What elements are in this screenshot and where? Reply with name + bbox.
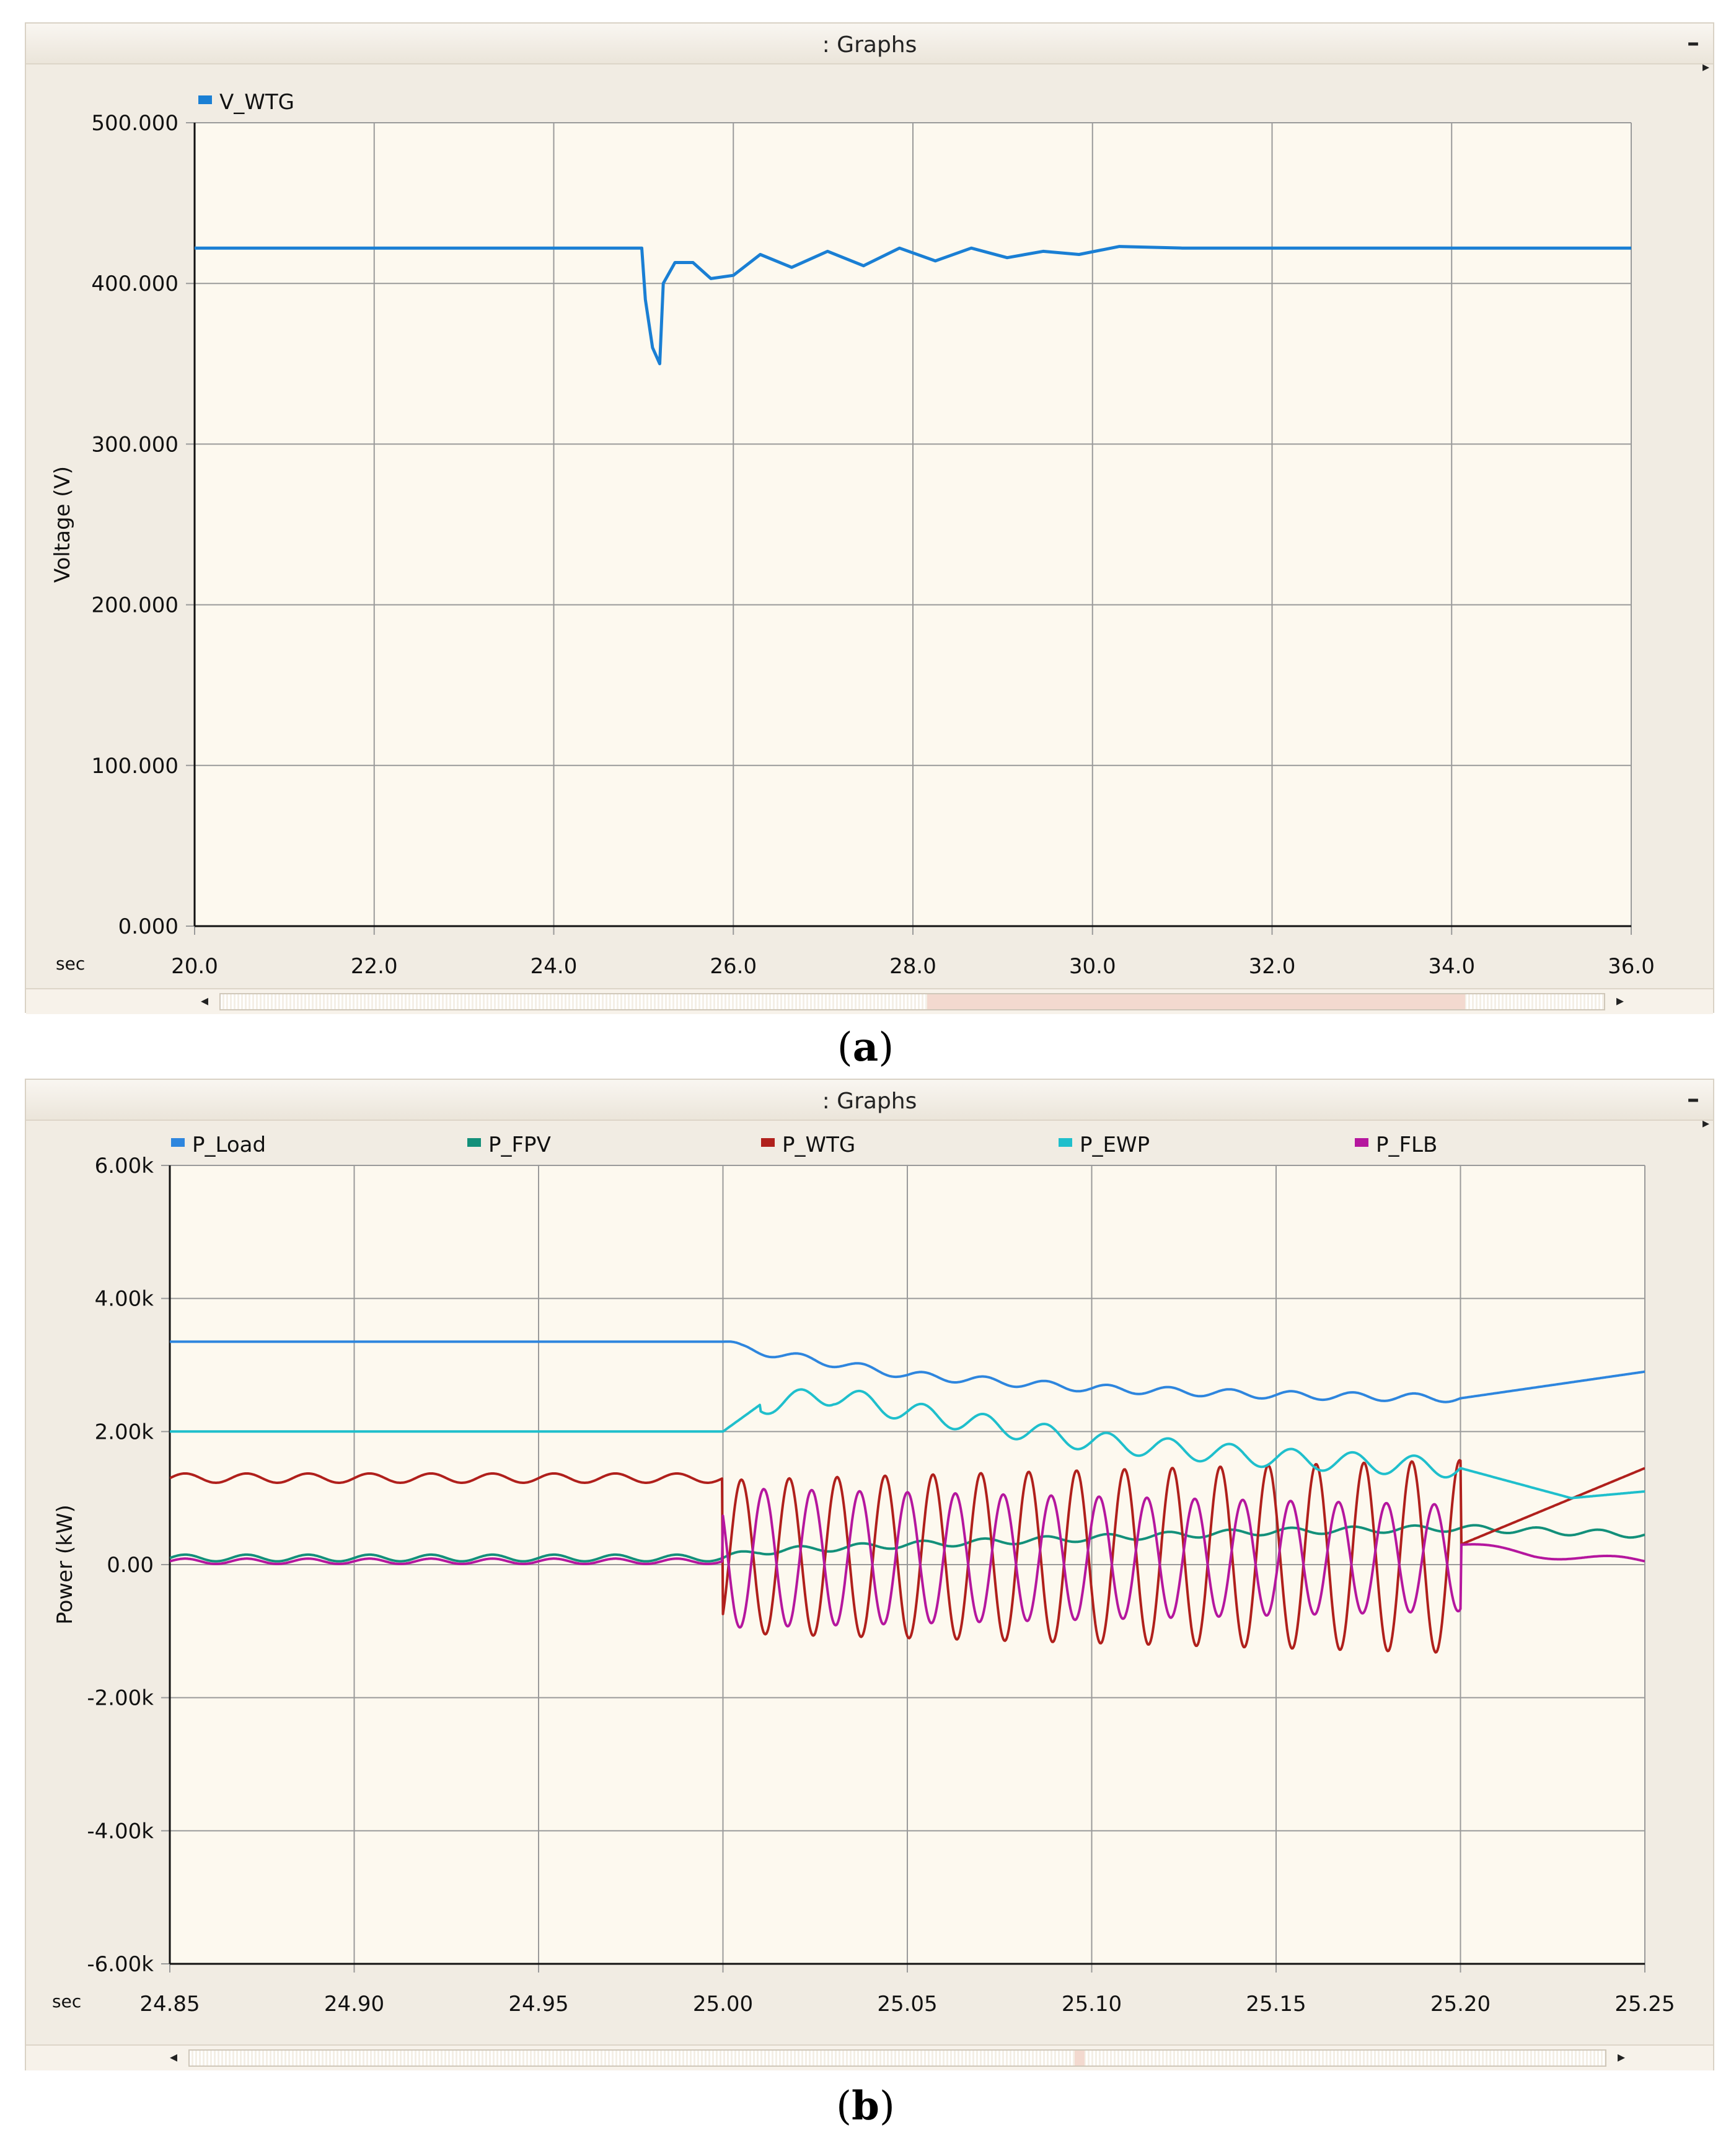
legend-swatch: [171, 1138, 185, 1147]
x-tick-label: 32.0: [1249, 954, 1296, 979]
horizontal-scrollbar[interactable]: ◂ ▸: [26, 988, 1713, 1014]
legend-label: P_WTG: [782, 1133, 855, 1157]
y-tick-label: 0.000: [118, 914, 178, 939]
x-tick-label: 25.25: [1614, 1992, 1675, 2017]
voltage-chart: 20.0 22.0 24.0 26.0 28.0 30.0 32.0 34.0 36.0 0.00…: [50, 90, 1655, 979]
x-tick-label: 25.10: [1062, 1992, 1122, 2017]
x-tick-label: 20.0: [171, 954, 218, 979]
y-tick-label: 200.000: [91, 593, 178, 618]
panel-title: : Graphs: [822, 1089, 917, 1114]
legend-swatch: [1059, 1138, 1072, 1147]
caption-a: (a): [837, 1024, 894, 1071]
series-line-p-load: [170, 1340, 1645, 1403]
power-chart: 24.85 24.90 24.95 25.00 25.05 25.10 25.15 25.20…: [52, 1133, 1675, 2017]
minimize-button[interactable]: –: [1687, 1085, 1699, 1113]
x-tick-label: 36.0: [1608, 954, 1655, 979]
legend-label: P_EWP: [1080, 1133, 1150, 1157]
x-tick-label: 24.85: [139, 1992, 200, 2017]
x-tick-label: 28.0: [889, 954, 936, 979]
y-tick-label: 100.000: [91, 754, 178, 779]
legend-label: P_Load: [192, 1133, 266, 1157]
x-tick-label: 25.00: [693, 1992, 753, 2017]
panel-title: : Graphs: [822, 32, 917, 58]
x-axis-label: sec: [52, 1991, 81, 2012]
scroll-thumb[interactable]: [1075, 2051, 1085, 2065]
y-tick-label: 2.00k: [95, 1420, 154, 1444]
y-tick-label: -2.00k: [87, 1686, 154, 1711]
scroll-track[interactable]: [219, 993, 1605, 1010]
x-axis-label: sec: [56, 953, 85, 974]
scroll-right-icon[interactable]: ▸: [1616, 992, 1624, 1009]
y-tick-label: -4.00k: [87, 1819, 154, 1844]
scroll-left-icon[interactable]: ◂: [170, 2048, 178, 2065]
caption-b: (b): [836, 2083, 895, 2129]
y-tick-label: 0.00: [107, 1553, 154, 1578]
x-tick-label: 34.0: [1428, 954, 1475, 979]
series-line-p-flb: [170, 1488, 1645, 1629]
series-line-p-fpv: [170, 1524, 1645, 1563]
legend-swatch: [1355, 1138, 1368, 1147]
graph-panel-b: : Graphs – ▸ 24.85 24.90 24.95 25.00 25.05 25…: [25, 1079, 1714, 2070]
scroll-track[interactable]: [188, 2049, 1606, 2067]
x-tick-label: 30.0: [1069, 954, 1116, 979]
y-axis-label: Power (kW): [53, 1504, 77, 1624]
y-axis-label: Voltage (V): [50, 466, 75, 583]
x-tick-label: 24.90: [324, 1992, 384, 2017]
series-line-v-wtg: [195, 245, 1631, 366]
x-tick-label: 24.0: [531, 954, 578, 979]
legend-label: P_FLB: [1376, 1133, 1437, 1157]
legend-label: V_WTG: [219, 90, 294, 115]
x-tick-label: 25.15: [1246, 1992, 1306, 2017]
panel-title-bar: : Graphs –: [26, 1080, 1713, 1121]
graph-panel-a: : Graphs – ▸ 20.0 22.0 24.0 26.0 28.0 30.0 32.…: [25, 22, 1714, 1014]
collapse-arrow-icon[interactable]: ▸: [1702, 1116, 1709, 1131]
x-tick-label: 25.20: [1430, 1992, 1491, 2017]
scroll-thumb[interactable]: [927, 994, 1465, 1009]
legend-swatch: [198, 95, 212, 104]
y-tick-label: 500.000: [91, 111, 178, 136]
x-tick-label: 25.05: [877, 1992, 937, 2017]
scroll-right-icon[interactable]: ▸: [1617, 2048, 1625, 2065]
scroll-left-icon[interactable]: ◂: [201, 992, 209, 1009]
legend-label: P_FPV: [488, 1133, 551, 1157]
horizontal-scrollbar[interactable]: ◂ ▸: [26, 2044, 1713, 2070]
y-tick-label: 300.000: [91, 432, 178, 457]
panel-title-bar: : Graphs –: [26, 24, 1713, 64]
x-tick-label: 22.0: [351, 954, 398, 979]
y-tick-label: 4.00k: [95, 1287, 154, 1312]
y-tick-label: 400.000: [91, 272, 178, 296]
x-tick-label: 24.95: [508, 1992, 568, 2017]
series-line-p-ewp: [170, 1388, 1645, 1500]
minimize-button[interactable]: –: [1687, 29, 1699, 57]
x-tick-label: 26.0: [710, 954, 757, 979]
legend-swatch: [467, 1138, 481, 1147]
y-tick-label: -6.00k: [87, 1952, 154, 1977]
collapse-arrow-icon[interactable]: ▸: [1702, 60, 1709, 75]
legend-swatch: [761, 1138, 775, 1147]
y-tick-label: 6.00k: [95, 1154, 154, 1178]
